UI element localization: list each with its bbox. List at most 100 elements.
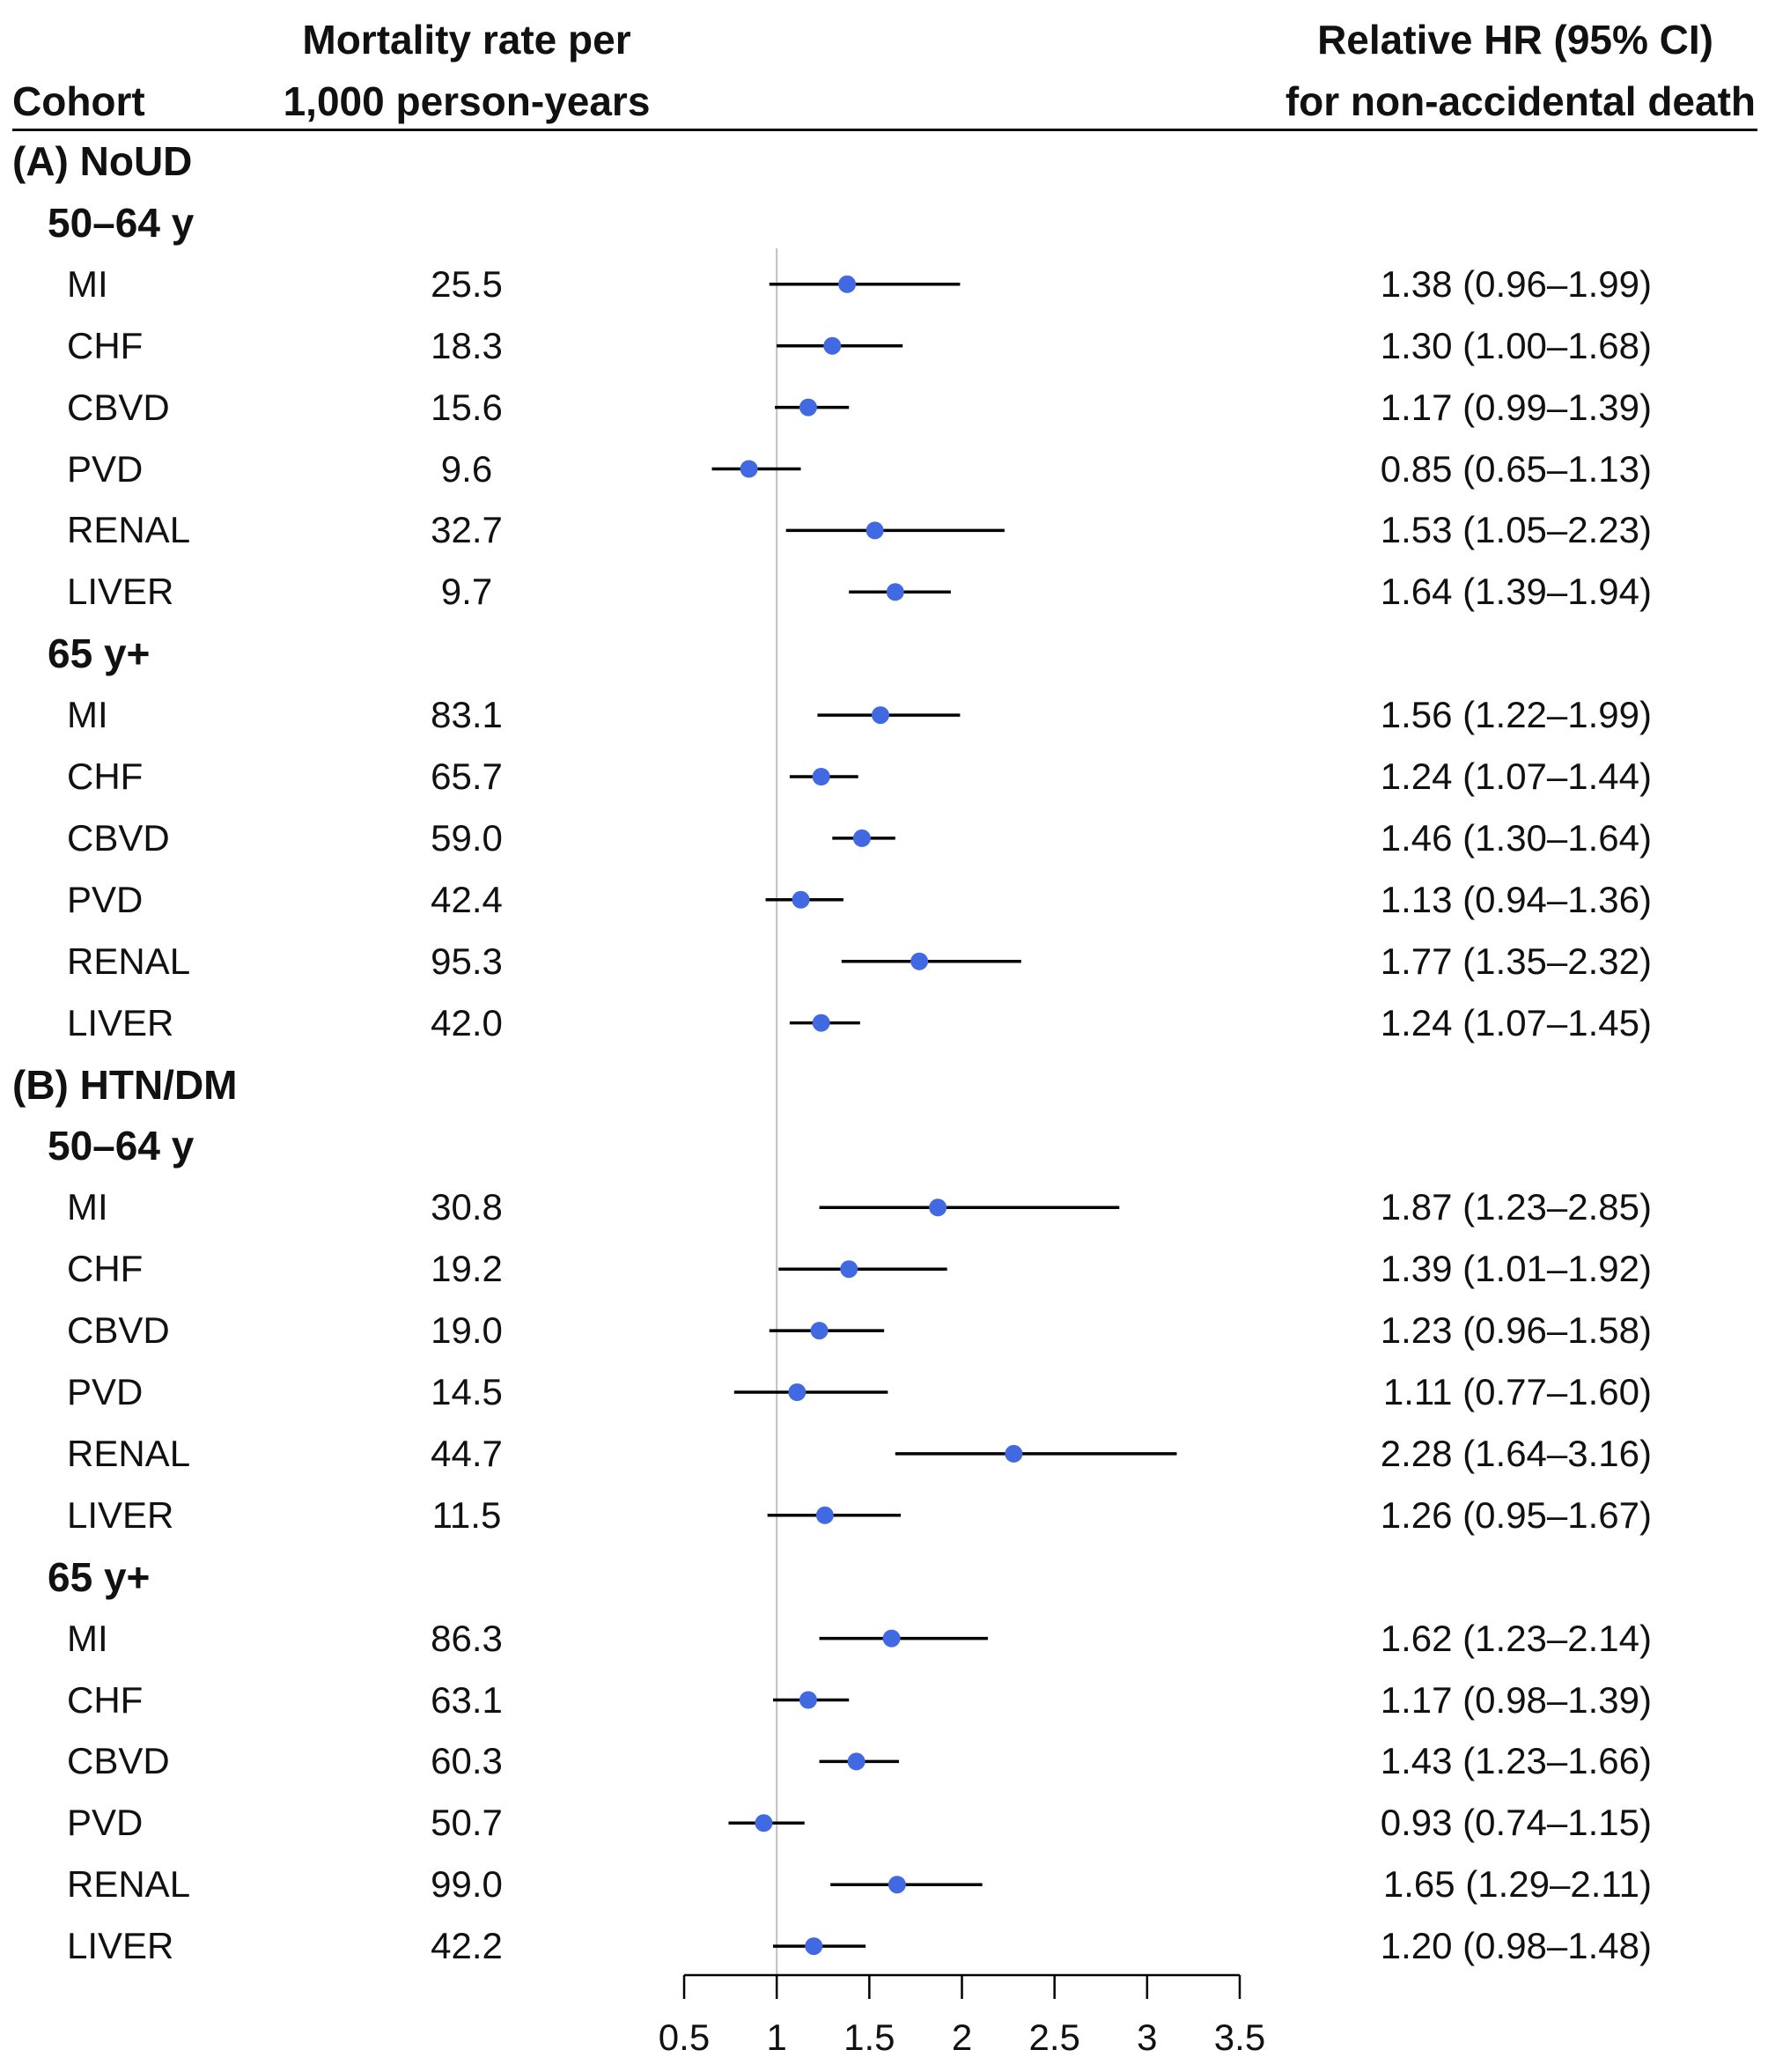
hr-ci-text: 1.62 (1.23–2.14) <box>1380 1617 1652 1659</box>
condition-label: LIVER <box>67 1493 174 1536</box>
hr-ci-text: 1.17 (0.99–1.39) <box>1380 386 1652 428</box>
table-row: CBVD 60.3 1.43 (1.23–1.66) <box>0 1730 1768 1792</box>
section-row: (B) HTN/DM <box>0 1054 1768 1116</box>
hr-point <box>799 1691 817 1709</box>
x-tick-label: 3 <box>1137 2017 1157 2058</box>
hr-point <box>882 1629 901 1648</box>
hr-ci-text: 2.28 (1.64–3.16) <box>1380 1432 1652 1474</box>
table-row: CHF 18.3 1.30 (1.00–1.68) <box>0 315 1768 377</box>
hr-point <box>812 1014 830 1032</box>
condition-label: PVD <box>67 1371 144 1412</box>
section-label: (B) HTN/DM <box>12 1061 238 1108</box>
hr-ci-text: 1.24 (1.07–1.45) <box>1380 1001 1652 1043</box>
hr-point <box>1005 1444 1023 1463</box>
table-row: PVD 14.5 1.11 (0.77–1.60) <box>0 1361 1768 1423</box>
table-row: LIVER 11.5 1.26 (0.95–1.67) <box>0 1485 1768 1546</box>
hr-header-line1: Relative HR (95% CI) <box>1317 17 1713 63</box>
mortality-rate: 50.7 <box>431 1802 503 1844</box>
hr-ci-text: 1.24 (1.07–1.44) <box>1380 756 1652 797</box>
mortality-rate: 42.0 <box>431 1001 503 1043</box>
condition-label: LIVER <box>67 571 174 613</box>
hr-ci-text: 0.93 (0.74–1.15) <box>1380 1802 1652 1844</box>
hr-ci-text: 1.39 (1.01–1.92) <box>1380 1248 1652 1290</box>
condition-label: RENAL <box>67 1432 191 1474</box>
subgroup-row: 50–64 y <box>0 192 1768 254</box>
mortality-rate: 65.7 <box>431 756 503 797</box>
condition-label: LIVER <box>67 1925 174 1967</box>
condition-label: PVD <box>67 447 144 490</box>
rate-header-line1-text: Mortality rate per <box>302 17 631 63</box>
hr-point <box>788 1383 807 1401</box>
hr-point <box>871 706 889 725</box>
table-row: CHF 63.1 1.17 (0.98–1.39) <box>0 1670 1768 1731</box>
hr-point <box>815 1506 834 1524</box>
x-tick-label: 3.5 <box>1214 2017 1265 2058</box>
mortality-rate: 63.1 <box>431 1678 503 1721</box>
table-row: MI 30.8 1.87 (1.23–2.85) <box>0 1176 1768 1238</box>
hr-point <box>929 1198 947 1217</box>
subgroup-label: 50–64 y <box>48 1123 195 1169</box>
hr-point <box>847 1752 866 1771</box>
hr-point <box>888 1876 906 1894</box>
condition-label: CBVD <box>67 816 170 859</box>
table-row: PVD 42.4 1.13 (0.94–1.36) <box>0 869 1768 931</box>
hr-point <box>799 398 817 417</box>
condition-label: MI <box>67 1617 108 1659</box>
subgroup-row: 65 y+ <box>0 623 1768 684</box>
section-row: (A) NoUD <box>0 130 1768 192</box>
hr-ci-text: 1.64 (1.39–1.94) <box>1380 571 1652 613</box>
hr-point <box>852 829 871 847</box>
table-row: PVD 50.7 0.93 (0.74–1.15) <box>0 1792 1768 1854</box>
mortality-rate: 83.1 <box>431 694 503 736</box>
x-tick-label: 1 <box>766 2017 786 2058</box>
hr-ci-text: 1.20 (0.98–1.48) <box>1380 1925 1652 1967</box>
mortality-rate: 60.3 <box>431 1740 503 1782</box>
hr-ci-text: 1.26 (0.95–1.67) <box>1380 1493 1652 1536</box>
condition-label: PVD <box>67 878 144 920</box>
hr-ci-text: 1.56 (1.22–1.99) <box>1380 694 1652 736</box>
x-tick-label: 1.5 <box>843 2017 895 2058</box>
mortality-rate: 14.5 <box>431 1371 503 1412</box>
table-row: MI 25.5 1.38 (0.96–1.99) <box>0 254 1768 315</box>
condition-label: CHF <box>67 1248 144 1290</box>
condition-label: MI <box>67 1186 108 1228</box>
x-tick-label: 0.5 <box>659 2017 710 2058</box>
hr-ci-text: 1.11 (0.77–1.60) <box>1382 1371 1652 1412</box>
subgroup-label: 65 y+ <box>48 1553 151 1600</box>
hr-point <box>823 336 842 355</box>
hr-ci-text: 1.17 (0.98–1.39) <box>1380 1678 1652 1721</box>
hr-point <box>792 890 810 909</box>
mortality-rate: 19.0 <box>431 1309 503 1352</box>
mortality-rate: 9.6 <box>440 447 493 490</box>
subgroup-row: 65 y+ <box>0 1546 1768 1608</box>
hr-header-line2: for non-accidental death <box>1285 78 1756 124</box>
mortality-rate: 19.2 <box>431 1248 503 1290</box>
mortality-rate: 32.7 <box>431 509 503 551</box>
table-row: RENAL 44.7 2.28 (1.64–3.16) <box>0 1423 1768 1485</box>
mortality-rate: 18.3 <box>431 324 503 366</box>
condition-label: RENAL <box>67 1863 191 1906</box>
hr-point <box>805 1937 823 1956</box>
hr-ci-text: 0.85 (0.65–1.13) <box>1380 447 1652 490</box>
condition-label: RENAL <box>67 509 191 551</box>
mortality-rate: 25.5 <box>431 262 503 305</box>
table-row: LIVER 42.2 1.20 (0.98–1.48) <box>0 1915 1768 1977</box>
hr-ci-text: 1.87 (1.23–2.85) <box>1380 1186 1652 1228</box>
table-row: PVD 9.6 0.85 (0.65–1.13) <box>0 439 1768 500</box>
mortality-rate: 9.7 <box>440 571 493 613</box>
table-row: CBVD 59.0 1.46 (1.30–1.64) <box>0 807 1768 869</box>
hr-point <box>810 1322 829 1340</box>
table-row: CBVD 15.6 1.17 (0.99–1.39) <box>0 377 1768 439</box>
hr-ci-text: 1.43 (1.23–1.66) <box>1380 1740 1652 1782</box>
hr-ci-text: 1.38 (0.96–1.99) <box>1380 262 1652 305</box>
mortality-rate: 42.2 <box>431 1925 503 1967</box>
table-row: MI 83.1 1.56 (1.22–1.99) <box>0 684 1768 746</box>
condition-label: MI <box>67 262 108 305</box>
table-row: RENAL 32.7 1.53 (1.05–2.23) <box>0 499 1768 561</box>
condition-label: LIVER <box>67 1001 174 1043</box>
condition-label: CHF <box>67 756 144 797</box>
hr-point <box>886 583 904 601</box>
table-row: CHF 65.7 1.24 (1.07–1.44) <box>0 746 1768 807</box>
hr-point <box>840 1260 858 1279</box>
